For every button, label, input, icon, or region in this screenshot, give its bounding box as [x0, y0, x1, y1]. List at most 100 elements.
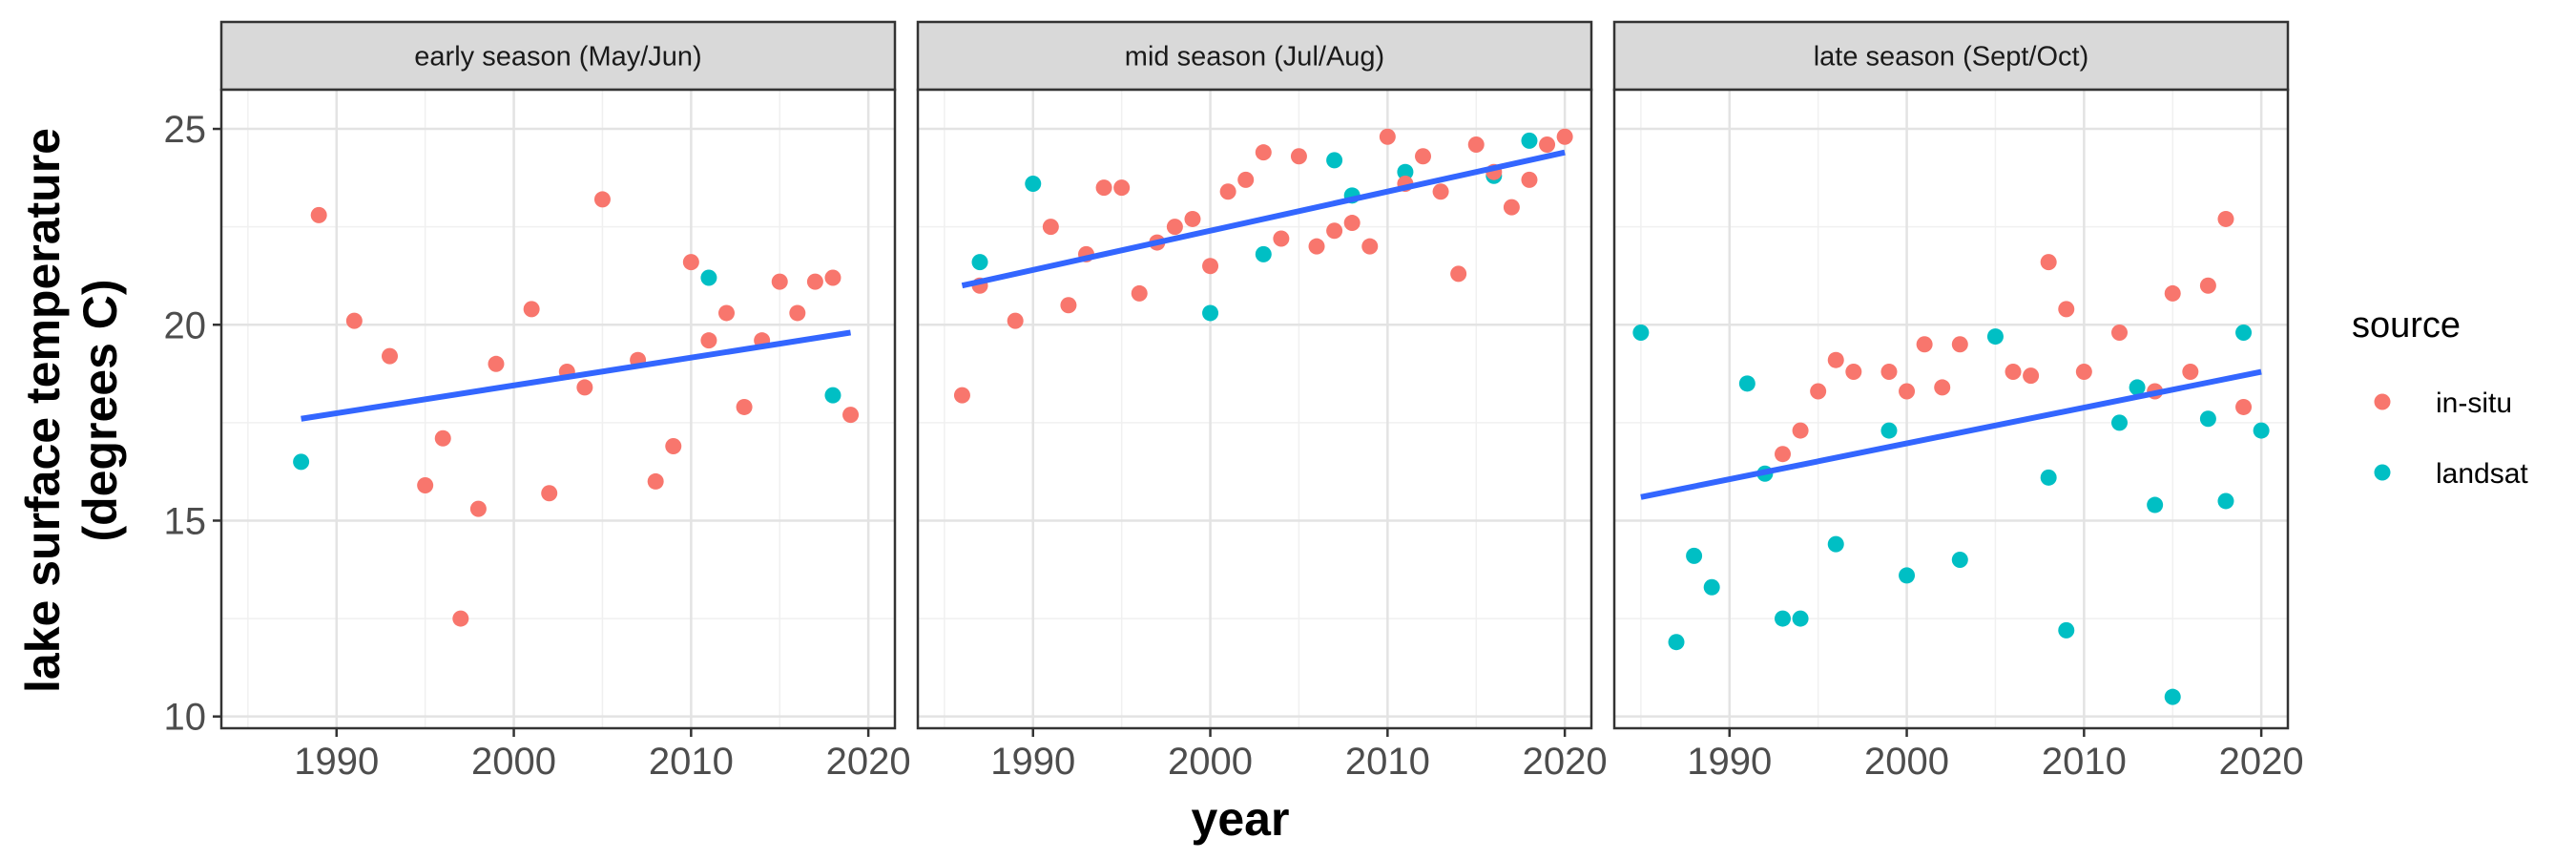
point-in-situ: [2023, 367, 2040, 385]
point-in-situ: [1219, 183, 1236, 200]
point-in-situ: [1290, 148, 1307, 165]
point-landsat: [1827, 535, 1844, 553]
point-in-situ: [345, 312, 363, 329]
point-in-situ: [523, 301, 540, 318]
point-in-situ: [1007, 312, 1024, 329]
x-tick-label: 2000: [471, 741, 556, 783]
x-tick-label: 1990: [1687, 741, 1772, 783]
legend-swatch: [2374, 393, 2391, 410]
point-in-situ: [1095, 179, 1112, 197]
point-landsat: [2058, 621, 2075, 639]
y-tick-label: 20: [164, 304, 207, 346]
trend-line: [301, 329, 852, 422]
trend-line: [961, 149, 1566, 289]
panel-2: mid season (Jul/Aug) 1990 2000 2010 2020: [916, 20, 1608, 783]
point-in-situ: [488, 355, 505, 372]
point-in-situ: [2040, 254, 2057, 271]
point-landsat: [1326, 152, 1343, 169]
y-tick-label: 10: [164, 697, 207, 739]
x-tick-label: 2010: [1345, 741, 1430, 783]
point-in-situ: [310, 206, 327, 223]
legend-entries: in-situ landsat: [2374, 388, 2528, 490]
point-landsat: [1703, 578, 1720, 596]
point-in-situ: [1432, 183, 1449, 200]
point-in-situ: [1792, 422, 1809, 439]
facet-title: early season (May/Jun): [414, 42, 701, 73]
point-landsat: [700, 269, 717, 286]
x-tick-label: 1990: [294, 741, 379, 783]
point-in-situ: [1202, 258, 1219, 275]
x-tick-label: 2000: [1168, 741, 1253, 783]
point-landsat: [1880, 422, 1898, 439]
point-in-situ: [806, 273, 823, 290]
point-landsat: [1632, 324, 1650, 341]
panel-3: late season (Sept/Oct) 1990 2000 2010 2020: [1612, 20, 2304, 783]
x-tick-label: 2010: [2042, 741, 2127, 783]
point-in-situ: [700, 332, 717, 349]
point-in-situ: [1343, 215, 1361, 232]
panel-border: [1612, 88, 2290, 730]
point-in-situ: [1042, 219, 1059, 236]
point-landsat: [1521, 132, 1538, 149]
gridlines: [918, 90, 1591, 728]
point-landsat: [2253, 422, 2270, 439]
y-axis-title-line-2: (degrees C): [73, 279, 127, 541]
point-in-situ: [2235, 398, 2253, 415]
point-in-situ: [1131, 284, 1148, 302]
point-in-situ: [665, 437, 682, 454]
point-landsat: [2164, 688, 2181, 705]
point-in-situ: [1827, 351, 1844, 368]
x-axis: 1990 2000 2010 2020: [294, 728, 911, 783]
legend-title: source: [2352, 305, 2461, 346]
point-in-situ: [1539, 136, 1556, 153]
y-axis: 10 15 20 25: [164, 109, 221, 739]
point-in-situ: [1415, 148, 1431, 165]
point-in-situ: [1880, 364, 1898, 381]
point-in-situ: [2058, 301, 2075, 318]
point-in-situ: [1916, 336, 1933, 353]
point-landsat: [1738, 375, 1755, 392]
point-in-situ: [1326, 222, 1343, 240]
point-landsat: [1775, 610, 1791, 627]
panel-background: [221, 90, 895, 728]
point-in-situ: [1450, 265, 1467, 283]
point-in-situ: [718, 304, 735, 322]
y-tick-label: 15: [164, 500, 207, 542]
point-in-situ: [2111, 324, 2128, 341]
point-in-situ: [2005, 364, 2022, 381]
panel-background: [918, 90, 1591, 728]
x-tick-label: 2000: [1864, 741, 1949, 783]
point-landsat: [824, 387, 841, 404]
point-landsat: [2111, 414, 2128, 431]
point-landsat: [1255, 245, 1272, 262]
legend-label: landsat: [2436, 458, 2528, 490]
point-landsat: [971, 254, 988, 271]
point-landsat: [1397, 163, 1414, 180]
point-in-situ: [1845, 364, 1862, 381]
panel-background: [1614, 90, 2288, 728]
point-in-situ: [1899, 383, 1916, 400]
point-in-situ: [789, 304, 806, 322]
panels: early season (May/Jun)1990 2000 2010 202010…: [164, 20, 2304, 783]
point-in-situ: [417, 477, 434, 494]
x-tick-label: 2020: [1523, 741, 1608, 783]
point-in-situ: [771, 273, 788, 290]
point-landsat: [1686, 547, 1703, 564]
point-in-situ: [1184, 210, 1201, 227]
point-in-situ: [576, 379, 593, 396]
point-in-situ: [1503, 199, 1520, 216]
point-landsat: [1792, 610, 1809, 627]
data-points: [1632, 210, 2270, 705]
gridlines: [221, 90, 895, 728]
point-in-situ: [1361, 238, 1379, 255]
point-landsat: [2235, 324, 2253, 341]
point-in-situ: [2075, 364, 2092, 381]
legend-swatch: [2374, 464, 2391, 481]
point-in-situ: [1308, 238, 1325, 255]
point-in-situ: [647, 472, 664, 490]
panel-1: early season (May/Jun)1990 2000 2010 202010…: [164, 20, 911, 783]
x-axis: 1990 2000 2010 2020: [1687, 728, 2304, 783]
point-landsat: [1951, 552, 1968, 569]
point-landsat: [2199, 410, 2216, 428]
